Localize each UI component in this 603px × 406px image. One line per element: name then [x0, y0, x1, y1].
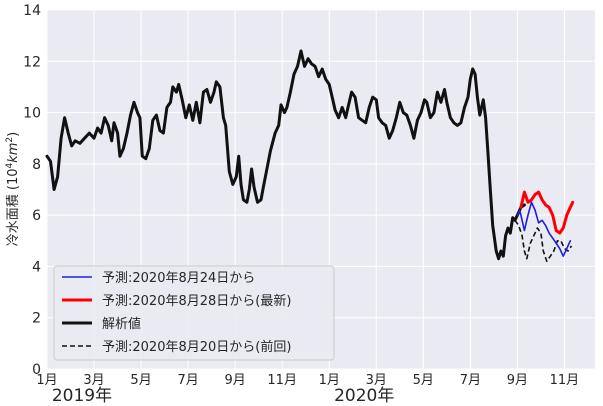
x-tick-label: 3月 [366, 373, 387, 388]
x-tick-label: 9月 [507, 373, 528, 388]
series-line-0 [45, 49, 526, 261]
y-tick-label: 10 [23, 106, 41, 122]
legend-label: 予測:2020年8月24日から [102, 271, 255, 286]
x-tick-label: 5月 [130, 373, 151, 388]
y-tick-labels: 0 2 4 6 8 10 12 14 [23, 3, 41, 378]
x-tick-label: 11月 [267, 373, 297, 388]
year-label: 2020年 [334, 386, 394, 406]
y-tick-label: 14 [23, 3, 41, 19]
y-tick-label: 0 [32, 362, 41, 378]
legend-label: 予測:2020年8月28日から(最新) [102, 293, 291, 309]
series-line-3 [519, 190, 575, 235]
x-tick-labels: 1月 3月 5月 7月 9月 11月 1月 3月 5月 7月 9月 11月 [36, 373, 579, 388]
y-tick-label: 6 [32, 208, 41, 224]
x-tick-label: 1月 [319, 373, 340, 388]
legend-box [53, 265, 335, 361]
x-tick-label: 1月 [36, 373, 57, 388]
x-tick-label: 9月 [225, 373, 246, 388]
series-line-2 [516, 201, 572, 257]
y-tick-label: 4 [32, 259, 41, 275]
series-line-1 [514, 219, 573, 263]
x-tick-label: 11月 [550, 373, 580, 388]
y-axis-label: 冷水面積 (104km2) [5, 132, 21, 247]
x-tick-label: 7月 [460, 373, 481, 388]
year-label: 2019年 [52, 386, 112, 406]
x-tick-label: 7月 [177, 373, 198, 388]
y-tick-label: 12 [23, 54, 41, 70]
y-tick-label: 2 [32, 311, 41, 327]
x-tick-label: 3月 [83, 373, 104, 388]
y-tick-label: 8 [32, 157, 41, 173]
year-labels: 2019年 2020年 [52, 386, 394, 406]
legend-label: 解析値 [102, 316, 141, 332]
legend-label: 予測:2020年8月20日から(前回) [102, 339, 291, 355]
x-tick-label: 5月 [413, 373, 434, 388]
series-layer [45, 49, 575, 263]
